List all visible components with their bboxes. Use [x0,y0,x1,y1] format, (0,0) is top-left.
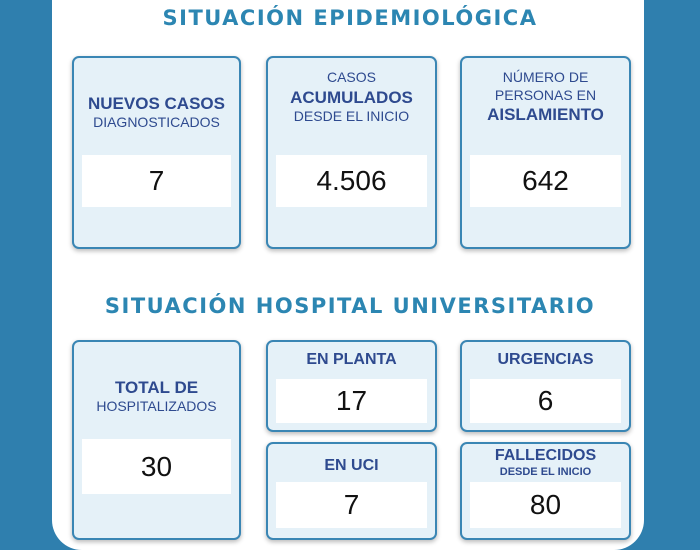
label-line: EN PLANTA [306,351,397,368]
label-line: NÚMERO DE [502,69,589,85]
card-fallecidos: FALLECIDOS DESDE EL INICIO 80 [460,442,631,540]
label-line: AISLAMIENTO [487,105,604,124]
card-aislamiento: NÚMERO DE PERSONAS EN AISLAMIENTO 642 [460,56,631,249]
label-line: TOTAL DE [114,378,199,397]
label-line: NUEVOS CASOS [88,94,225,113]
value-en-planta: 17 [276,379,427,423]
value-en-uci: 7 [276,482,427,528]
label-line: DESDE EL INICIO [293,107,410,124]
epidemiological-title: SITUACIÓN EPIDEMIOLÓGICA [162,6,538,30]
label-line: ACUMULADOS [290,87,413,107]
value-aislamiento: 642 [470,155,621,207]
card-label: TOTAL DE HOSPITALIZADOS [74,377,239,416]
card-en-uci: EN UCI 7 [266,442,437,540]
card-label: URGENCIAS [462,350,629,370]
label-line: CASOS [326,69,376,85]
card-label: NUEVOS CASOS DIAGNOSTICADOS [74,93,239,132]
value-casos-acumulados: 4.506 [276,155,427,207]
card-urgencias: URGENCIAS 6 [460,340,631,432]
card-nuevos-casos: NUEVOS CASOS DIAGNOSTICADOS 7 [72,56,241,249]
label-line: URGENCIAS [497,351,594,368]
card-label: EN UCI [268,456,435,476]
value-nuevos-casos: 7 [82,155,231,207]
hospital-title: SITUACIÓN HOSPITAL UNIVERSITARIO [104,294,596,318]
value-total-hospitalizados: 30 [82,439,231,494]
card-en-planta: EN PLANTA 17 [266,340,437,432]
value-fallecidos: 80 [470,482,621,528]
card-total-hospitalizados: TOTAL DE HOSPITALIZADOS 30 [72,340,241,540]
card-label: CASOS ACUMULADOS DESDE EL INICIO [268,69,435,125]
card-casos-acumulados: CASOS ACUMULADOS DESDE EL INICIO 4.506 [266,56,437,249]
card-label: EN PLANTA [268,350,435,370]
label-line: PERSONAS EN [494,86,597,103]
value-urgencias: 6 [470,379,621,423]
label-line: FALLECIDOS [494,447,597,464]
card-label: NÚMERO DE PERSONAS EN AISLAMIENTO [462,69,629,125]
label-line: EN UCI [324,457,379,474]
label-line: DIAGNOSTICADOS [93,114,220,131]
label-line: DESDE EL INICIO [499,466,592,478]
card-label: FALLECIDOS DESDE EL INICIO [462,446,629,480]
label-line: HOSPITALIZADOS [96,398,217,415]
